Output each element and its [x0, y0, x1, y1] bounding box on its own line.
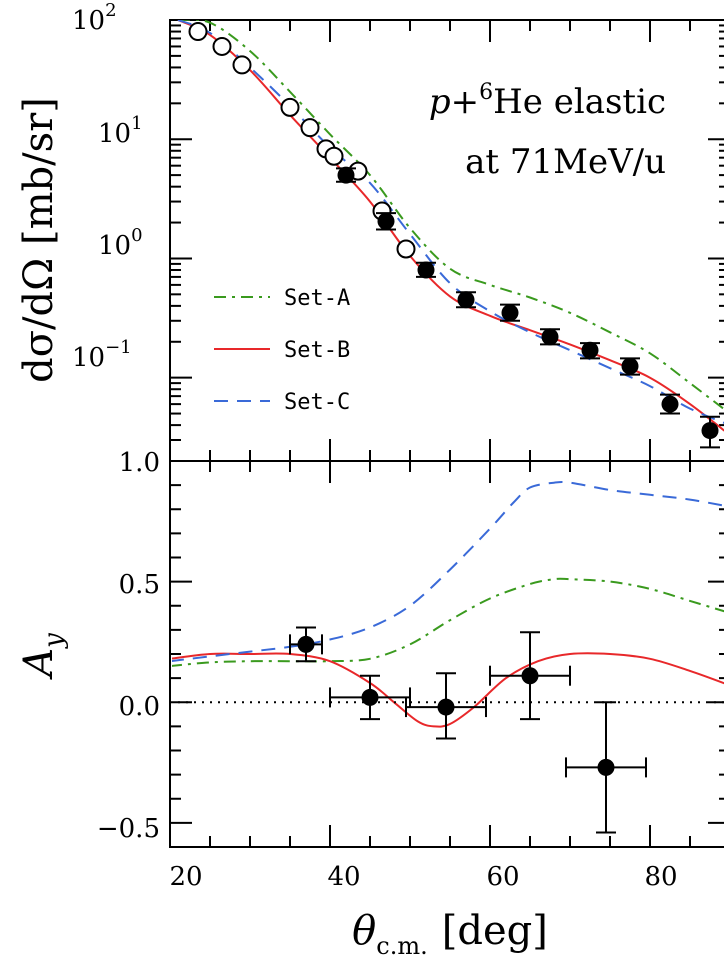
legend-label-set-b: Set-B [284, 338, 350, 363]
open-data-point [324, 146, 344, 166]
chart-title-line2: at 71MeV/u [465, 142, 666, 182]
bottom-y-axis-label: Ay [16, 633, 69, 681]
ytick-label-bottom: 0.0 [119, 692, 160, 722]
ay-data-point [361, 688, 379, 706]
bottom-data-points [289, 626, 647, 834]
bottom-curve-set-b [172, 652, 724, 728]
bottom-curve-set-c [172, 480, 724, 662]
ytick-label-bottom: 0.5 [119, 570, 160, 600]
open-data-point [188, 22, 208, 42]
open-data-point [396, 239, 416, 259]
open-data-point [212, 36, 232, 56]
top-curve-set-a [177, 20, 724, 411]
top-axis-ticks [169, 19, 724, 462]
open-data-point [280, 97, 300, 117]
top-y-axis-label: dσ/dΩ [mb/sr] [16, 97, 62, 383]
ytick-label-top: 102 [72, 0, 117, 36]
open-data-point [300, 118, 320, 138]
filled-data-point [541, 328, 559, 346]
filled-data-point [661, 395, 679, 413]
legend: Set-A Set-B Set-C [214, 286, 350, 415]
top-data-points [188, 22, 720, 449]
xtick-label: 80 [644, 862, 677, 892]
ytick-label-top: 100 [98, 225, 143, 261]
bottom-axis-ticks [169, 460, 724, 848]
ay-data-point [437, 698, 455, 716]
top-curve-set-c [177, 20, 724, 424]
top-curve-set-b [177, 20, 724, 432]
xtick-label: 60 [486, 862, 519, 892]
bottom-curve-set-a [172, 577, 724, 667]
filled-data-point [417, 261, 435, 279]
filled-data-point [337, 166, 355, 184]
ytick-label-top: 101 [98, 113, 143, 149]
ay-data-point [597, 758, 615, 776]
legend-label-set-a: Set-A [284, 286, 350, 311]
ay-data-point [521, 667, 539, 685]
filled-data-point [501, 304, 519, 322]
top-curves [177, 20, 724, 432]
legend-label-set-c: Set-C [284, 390, 350, 415]
ytick-label-top: 10−1 [72, 337, 132, 373]
xtick-label: 40 [327, 862, 360, 892]
filled-data-point [581, 341, 599, 359]
chart-title-line1: p+6He elastic [429, 80, 666, 122]
ay-data-point [297, 635, 315, 653]
ytick-label-bottom: −0.5 [97, 814, 160, 844]
filled-data-point [377, 212, 395, 230]
filled-data-point [457, 291, 475, 309]
ytick-label-bottom: 1.0 [119, 448, 160, 478]
open-data-point [232, 55, 252, 75]
filled-data-point [621, 357, 639, 375]
xtick-label: 20 [169, 862, 202, 892]
x-axis-label: θc.m. [deg] [352, 908, 548, 959]
filled-data-point [701, 422, 719, 440]
